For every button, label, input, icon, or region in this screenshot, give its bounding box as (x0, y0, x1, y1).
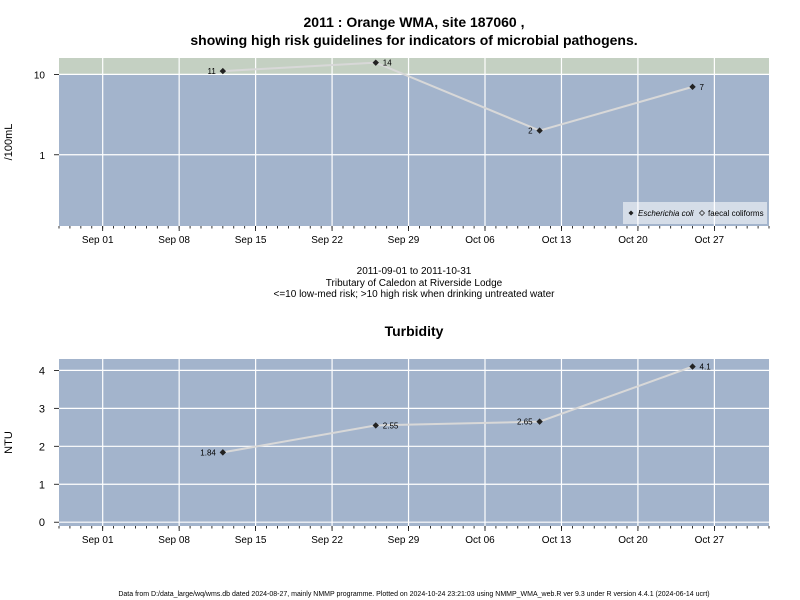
bottom-plot-area: Sep 01 Sep 08 Sep 15 Sep 22 Sep 29 Oct 06 Oct … (3, 359, 770, 546)
y-tick-label: 0 (39, 517, 45, 529)
data-label: 11 (208, 67, 217, 76)
data-label: 14 (383, 59, 392, 68)
data-label: 2 (528, 127, 533, 136)
x-tick-label: Sep 08 (158, 535, 190, 546)
x-tick-label: Oct 20 (618, 235, 648, 246)
x-tick-label: Oct 13 (542, 535, 572, 546)
x-tick-label: Oct 20 (618, 535, 648, 546)
y-axis-label: NTU (3, 431, 15, 454)
x-tick-label: Sep 08 (158, 235, 190, 246)
top-plot-area: Sep 01 Sep 08 Sep 15 Sep 22 Sep 29 Oct 06 Oct … (3, 58, 770, 246)
x-tick-label: Oct 06 (465, 535, 495, 546)
data-point (372, 422, 379, 429)
legend-marker-filled-diamond (628, 210, 634, 216)
bottom-chart-title: Turbidity (385, 323, 444, 339)
x-tick-label: Sep 29 (388, 235, 420, 246)
x-tick-label: Oct 06 (465, 235, 495, 246)
series-line-top (222, 61, 693, 132)
plot-background-bottom (59, 359, 769, 526)
data-label: 7 (700, 83, 705, 92)
legend: Escherichia coli faecal coliforms (623, 202, 767, 224)
y-tick-label: 10 (34, 70, 46, 81)
data-label: 2.65 (517, 418, 533, 427)
data-label: 2.55 (383, 421, 399, 430)
data-point (689, 363, 696, 370)
top-chart-title-line2: showing high risk guidelines for indicat… (190, 32, 637, 48)
data-point (536, 418, 543, 425)
data-point (372, 59, 379, 66)
series-line-bottom (222, 365, 693, 454)
legend-marker-open-diamond (698, 209, 706, 217)
x-tick-label: Sep 29 (388, 535, 420, 546)
plot-background-top (59, 58, 769, 226)
top-subtitle-risk-note: <=10 low-med risk; >10 high risk when dr… (274, 289, 556, 300)
high-risk-band (59, 58, 769, 75)
top-chart-title-line1: 2011 : Orange WMA, site 187060 , (304, 14, 525, 30)
data-label: 4.1 (700, 363, 712, 372)
x-tick-label: Sep 01 (82, 235, 114, 246)
top-subtitle-date-range: 2011-09-01 to 2011-10-31 (357, 266, 472, 277)
data-point (689, 83, 696, 91)
x-tick-label: Sep 15 (235, 535, 267, 546)
legend-item: faecal coliforms (708, 209, 764, 218)
x-tick-label: Sep 22 (311, 535, 343, 546)
data-point (219, 449, 227, 456)
data-point (536, 127, 543, 134)
y-axis-label: /100mL (3, 124, 15, 161)
footer-note: Data from D:/data_large/wq/wms.db dated … (118, 591, 709, 598)
y-tick-label: 4 (39, 365, 45, 377)
y-tick-label: 3 (39, 403, 45, 415)
top-subtitle-site: Tributary of Caledon at Riverside Lodge (326, 278, 503, 289)
x-tick-label: Sep 22 (311, 235, 343, 246)
x-tick-label: Oct 27 (695, 535, 725, 546)
x-tick-label: Oct 13 (542, 235, 572, 246)
x-tick-label: Oct 27 (695, 235, 725, 246)
data-point (219, 67, 227, 75)
x-tick-label: Sep 01 (82, 535, 114, 546)
y-tick-label: 1 (39, 151, 45, 162)
x-tick-label: Sep 15 (235, 235, 267, 246)
y-tick-label: 2 (39, 441, 45, 453)
legend-item: Escherichia coli (638, 209, 694, 218)
legend-box (623, 202, 767, 224)
data-label: 1.84 (200, 448, 216, 457)
y-tick-label: 1 (39, 479, 45, 491)
